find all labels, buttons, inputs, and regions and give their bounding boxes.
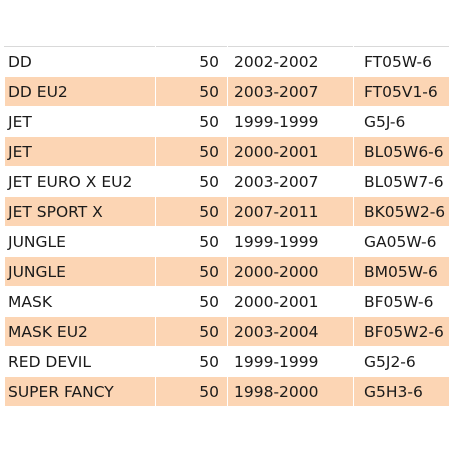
part-number-cell: BF05W2-6 xyxy=(353,316,450,347)
cc-cell: 50 xyxy=(155,256,228,287)
table-row: JET SPORT X 50 2007-2011 BK05W2-6 xyxy=(4,196,450,227)
years-cell: 1999-1999 xyxy=(227,346,354,377)
cc-cell: 50 xyxy=(155,46,228,77)
parts-table-container: DD 50 2002-2002 FT05W-6 DD EU2 50 2003-2… xyxy=(4,46,450,407)
part-number-cell: G5J2-6 xyxy=(353,346,450,377)
years-cell: 1999-1999 xyxy=(227,106,354,137)
model-cell: JET xyxy=(4,106,156,137)
parts-table: DD 50 2002-2002 FT05W-6 DD EU2 50 2003-2… xyxy=(4,46,450,407)
model-cell: MASK xyxy=(4,286,156,317)
part-number-cell: FT05V1-6 xyxy=(353,76,450,107)
model-cell: DD xyxy=(4,46,156,77)
table-row: DD 50 2002-2002 FT05W-6 xyxy=(4,46,450,77)
table-row: SUPER FANCY 50 1998-2000 G5H3-6 xyxy=(4,376,450,407)
years-cell: 1998-2000 xyxy=(227,376,354,407)
model-cell: JUNGLE xyxy=(4,256,156,287)
cc-cell: 50 xyxy=(155,286,228,317)
table-row: JET EURO X EU2 50 2003-2007 BL05W7-6 xyxy=(4,166,450,197)
table-row: JET 50 1999-1999 G5J-6 xyxy=(4,106,450,137)
table-row: JUNGLE 50 1999-1999 GA05W-6 xyxy=(4,226,450,257)
part-number-cell: BL05W7-6 xyxy=(353,166,450,197)
cc-cell: 50 xyxy=(155,316,228,347)
part-number-cell: BL05W6-6 xyxy=(353,136,450,167)
table-row: JUNGLE 50 2000-2000 BM05W-6 xyxy=(4,256,450,287)
part-number-cell: GA05W-6 xyxy=(353,226,450,257)
years-cell: 2003-2007 xyxy=(227,166,354,197)
part-number-cell: BF05W-6 xyxy=(353,286,450,317)
model-cell: JET xyxy=(4,136,156,167)
table-row: MASK EU2 50 2003-2004 BF05W2-6 xyxy=(4,316,450,347)
cc-cell: 50 xyxy=(155,106,228,137)
model-cell: DD EU2 xyxy=(4,76,156,107)
cc-cell: 50 xyxy=(155,346,228,377)
model-cell: RED DEVIL xyxy=(4,346,156,377)
model-cell: SUPER FANCY xyxy=(4,376,156,407)
years-cell: 2002-2002 xyxy=(227,46,354,77)
part-number-cell: G5H3-6 xyxy=(353,376,450,407)
model-cell: JET EURO X EU2 xyxy=(4,166,156,197)
cc-cell: 50 xyxy=(155,76,228,107)
part-number-cell: BM05W-6 xyxy=(353,256,450,287)
years-cell: 2007-2011 xyxy=(227,196,354,227)
part-number-cell: FT05W-6 xyxy=(353,46,450,77)
cc-cell: 50 xyxy=(155,166,228,197)
cc-cell: 50 xyxy=(155,196,228,227)
table-row: RED DEVIL 50 1999-1999 G5J2-6 xyxy=(4,346,450,377)
years-cell: 2003-2007 xyxy=(227,76,354,107)
part-number-cell: BK05W2-6 xyxy=(353,196,450,227)
cc-cell: 50 xyxy=(155,226,228,257)
table-row: JET 50 2000-2001 BL05W6-6 xyxy=(4,136,450,167)
table-row: MASK 50 2000-2001 BF05W-6 xyxy=(4,286,450,317)
model-cell: MASK EU2 xyxy=(4,316,156,347)
cc-cell: 50 xyxy=(155,136,228,167)
table-row: DD EU2 50 2003-2007 FT05V1-6 xyxy=(4,76,450,107)
cc-cell: 50 xyxy=(155,376,228,407)
model-cell: JET SPORT X xyxy=(4,196,156,227)
years-cell: 1999-1999 xyxy=(227,226,354,257)
part-number-cell: G5J-6 xyxy=(353,106,450,137)
years-cell: 2000-2001 xyxy=(227,286,354,317)
parts-table-body: DD 50 2002-2002 FT05W-6 DD EU2 50 2003-2… xyxy=(4,46,450,407)
model-cell: JUNGLE xyxy=(4,226,156,257)
years-cell: 2003-2004 xyxy=(227,316,354,347)
years-cell: 2000-2001 xyxy=(227,136,354,167)
years-cell: 2000-2000 xyxy=(227,256,354,287)
